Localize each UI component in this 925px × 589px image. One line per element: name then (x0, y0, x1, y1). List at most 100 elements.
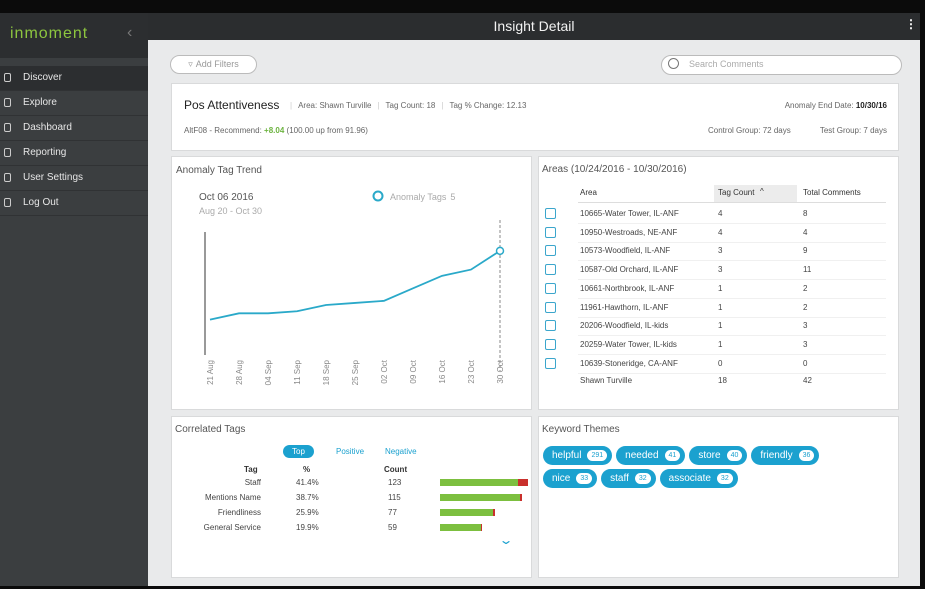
tag-count: 59 (388, 523, 397, 532)
column-header: Tag Count (718, 188, 755, 197)
row-rule (578, 241, 886, 243)
page-title: Insight Detail (493, 18, 575, 34)
tag-bar (440, 479, 528, 486)
end-date: Anomaly End Date: 10/30/16 (785, 101, 887, 110)
table-cell: 11 (803, 265, 812, 275)
menu-icon (4, 98, 11, 107)
table-cell: 8 (803, 209, 808, 218)
row-rule (578, 260, 886, 262)
header-rule (578, 202, 886, 203)
column-header: Total Comments (803, 188, 861, 197)
keyword-pill[interactable]: helpful 291 (543, 446, 613, 465)
table-cell: 4 (803, 227, 808, 237)
table-cell: 10950-Westroads, NE-ANF (580, 227, 678, 237)
keyword-pill[interactable]: store 40 (689, 446, 748, 465)
x-tick-label: 23 Oct (467, 359, 476, 383)
menu-label[interactable]: User Settings (23, 172, 84, 183)
legend-marker (372, 190, 384, 202)
x-tick-label: 28 Aug (235, 360, 244, 385)
search-placeholder: Search Comments (689, 59, 764, 69)
menu-item[interactable] (0, 116, 148, 141)
table-cell: 4 (718, 209, 723, 218)
table-cell: 9 (803, 246, 808, 256)
table-cell: 0 (803, 358, 808, 368)
tag-name: General Service (203, 523, 261, 532)
keyword-pill[interactable]: staff 32 (601, 469, 656, 488)
table-cell: 3 (718, 246, 723, 256)
menu-item[interactable] (0, 166, 148, 191)
tag-count: 115 (388, 493, 401, 502)
row-checkbox[interactable] (545, 245, 556, 257)
keyword-pill[interactable]: needed 41 (616, 446, 686, 465)
highlight-point (495, 246, 505, 256)
search-icon (668, 58, 679, 69)
footer-cell: Shawn Turville (580, 376, 633, 385)
row-rule (578, 223, 886, 224)
table-cell: 1 (718, 302, 723, 312)
menu-item[interactable] (0, 141, 148, 166)
tag-bar (440, 494, 523, 501)
tag-bar-negative (520, 494, 523, 501)
keyword-word: associate (668, 473, 711, 484)
meta-label: Tag Count: (385, 101, 425, 110)
table-cell: 1 (718, 283, 723, 293)
row-checkbox[interactable] (545, 208, 556, 219)
keyword-pill[interactable]: friendly 36 (751, 446, 820, 465)
search-box[interactable]: Search Comments (661, 55, 902, 75)
x-tick-label: 30 Oct (496, 359, 505, 383)
menu-label[interactable]: Reporting (23, 147, 67, 158)
row-checkbox[interactable] (545, 264, 556, 276)
row-rule (578, 335, 886, 337)
summary-panel (171, 83, 899, 151)
menu-label[interactable]: Discover (23, 72, 62, 83)
keyword-count: 40 (726, 450, 743, 461)
sort-caret: ^ (760, 187, 764, 196)
filter-tab[interactable]: Positive (336, 447, 365, 456)
tag-bar (440, 524, 483, 531)
keyword-count: 36 (798, 450, 815, 461)
table-cell: 3 (803, 321, 808, 331)
row-checkbox[interactable] (545, 357, 556, 369)
logo: inmoment (10, 25, 89, 42)
trend-chart: Anomaly Tag Trend Oct 06 2016 Aug 20 - Oct… (176, 165, 505, 385)
keyword-pill[interactable]: nice 33 (543, 469, 598, 488)
menu-label[interactable]: Dashboard (23, 122, 72, 133)
menu-label[interactable]: Log Out (23, 197, 59, 208)
menu-item[interactable] (0, 66, 148, 91)
col-tag: Tag (244, 465, 258, 474)
row-checkbox[interactable] (545, 282, 556, 294)
top-bar (148, 13, 920, 40)
metric: AltF08 - Recommend: +8.04 (100.00 up fro… (184, 126, 368, 135)
metric-change: +8.04 (264, 126, 285, 135)
table-cell: 3 (803, 339, 808, 349)
x-tick-label: 04 Sep (264, 359, 273, 385)
keyword-pill[interactable]: associate 32 (659, 469, 738, 488)
x-tick-label: 16 Oct (438, 359, 447, 383)
keywords-panel (538, 416, 899, 578)
add-filters-button[interactable]: ▿ Add Filters (170, 55, 257, 74)
row-rule (578, 372, 886, 374)
tag-bar-negative (480, 524, 483, 531)
row-checkbox[interactable] (545, 301, 556, 313)
filter-tab[interactable]: Top (283, 445, 314, 458)
menu-item[interactable] (0, 191, 148, 216)
menu-label[interactable]: Explore (23, 97, 57, 108)
legend-text: Anomaly Tags 5 (390, 192, 455, 202)
tag-pct: 38.7% (296, 493, 319, 502)
filter-icon: ▿ (188, 59, 193, 69)
keyword-word: staff (610, 473, 629, 484)
tag-pct: 25.9% (296, 508, 319, 517)
row-checkbox[interactable] (545, 320, 556, 332)
menu-item[interactable] (0, 91, 148, 116)
x-tick-label: 11 Sep (293, 359, 302, 384)
test-group: Test Group: 7 days (819, 126, 887, 135)
filter-tab[interactable]: Negative (385, 447, 417, 456)
more-chevron[interactable]: ⌄ (498, 533, 514, 547)
footer-cell: 42 (803, 376, 812, 385)
tag-bar-negative (517, 479, 528, 486)
row-checkbox[interactable] (545, 226, 556, 238)
trend-line (209, 250, 501, 321)
keyword-word: needed (625, 450, 659, 461)
chart-subtitle: Aug 20 - Oct 30 (199, 206, 262, 216)
row-checkbox[interactable] (545, 338, 556, 350)
